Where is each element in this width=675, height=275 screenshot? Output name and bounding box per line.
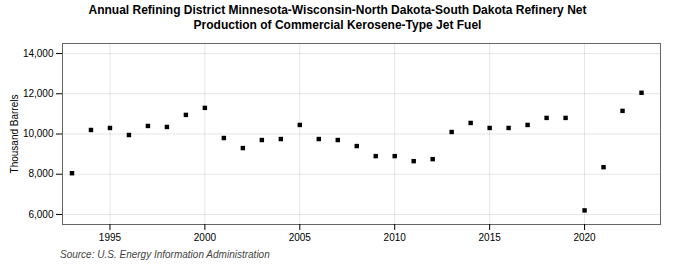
svg-text:2005: 2005 xyxy=(289,232,312,243)
html-text:Annual Refining District Minne: Annual Refining District Minnesota-Wisco… xyxy=(88,3,587,32)
svg-text:2015: 2015 xyxy=(479,232,502,243)
svg-text:14,000: 14,000 xyxy=(23,48,54,59)
html-text:Source: U.S. Energy Informatio: Source: U.S. Energy Information Administ… xyxy=(60,249,270,260)
svg-text:6,000: 6,000 xyxy=(28,209,53,220)
svg-text:10,000: 10,000 xyxy=(23,128,54,139)
svg-text:2000: 2000 xyxy=(194,232,217,243)
svg-text:2020: 2020 xyxy=(573,232,596,243)
svg-text:12,000: 12,000 xyxy=(23,88,54,99)
svg-text:2010: 2010 xyxy=(384,232,407,243)
svg-text:Thousand Barrels: Thousand Barrels xyxy=(9,95,20,174)
svg-text:8,000: 8,000 xyxy=(28,168,53,179)
svg-text:1995: 1995 xyxy=(99,232,122,243)
